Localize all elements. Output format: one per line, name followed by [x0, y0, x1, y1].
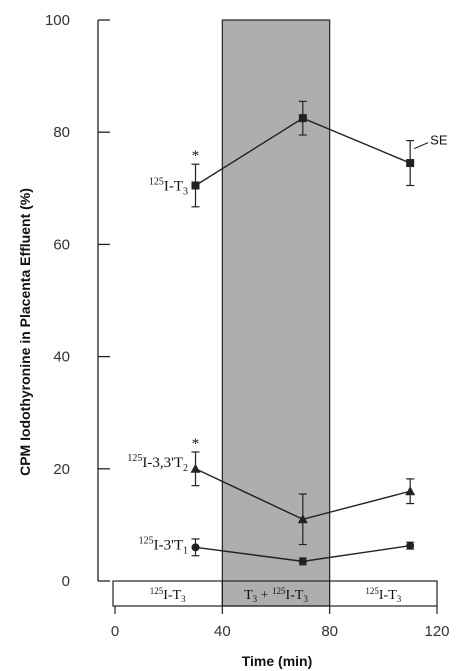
y-tick-label-0: 0 [62, 573, 70, 590]
data-point-125i-t3-2 [406, 159, 415, 168]
data-point-125i-3-3-t2-0 [190, 463, 201, 473]
series-label-125i-t3: 125I-T3 [149, 176, 188, 197]
shaded-treatment-region [221, 19, 331, 607]
data-point-125i-3-3-t2-2 [405, 486, 416, 496]
series-label-125i-3-t1: 125I-3'T1 [139, 535, 188, 556]
y-tick-label-20: 20 [53, 461, 70, 478]
x-tick-label-0: 0 [111, 623, 119, 640]
data-point-125i-t3-0 [191, 181, 200, 190]
x-tick-label-80: 80 [321, 623, 338, 640]
significance-asterisk-0: * [192, 148, 200, 164]
y-tick-label-100: 100 [45, 12, 70, 29]
y-tick-label-80: 80 [53, 124, 70, 141]
data-point-125i-3-t1-2 [406, 541, 415, 550]
significance-asterisk-1: * [192, 436, 200, 452]
data-point-125i-t3-1 [298, 114, 307, 123]
x-tick-label-120: 120 [424, 623, 449, 640]
y-axis-title: CPM Iodothyronine in Placenta Effluent (… [17, 188, 33, 476]
se-leader-line [413, 142, 429, 150]
protocol-box-label-0: 125I-T3 [150, 586, 186, 604]
data-point-125i-3-3-t2-1 [297, 514, 308, 524]
data-point-125i-3-t1-0 [191, 543, 200, 552]
protocol-box-label-2: 125I-T3 [365, 586, 401, 604]
protocol-box-label-1: T3 + 125I-T3 [244, 586, 308, 604]
protocol-box-2 [329, 580, 438, 607]
se-label: SE [430, 133, 448, 148]
series-label-125i-3-3-t2: 125I-3,3'T2 [127, 453, 188, 474]
protocol-box-0 [112, 580, 223, 607]
data-point-125i-3-t1-1 [298, 557, 307, 566]
x-axis-title: Time (min) [242, 653, 313, 669]
y-tick-label-60: 60 [53, 236, 70, 253]
y-tick-label-40: 40 [53, 349, 70, 366]
x-tick-label-40: 40 [214, 623, 231, 640]
